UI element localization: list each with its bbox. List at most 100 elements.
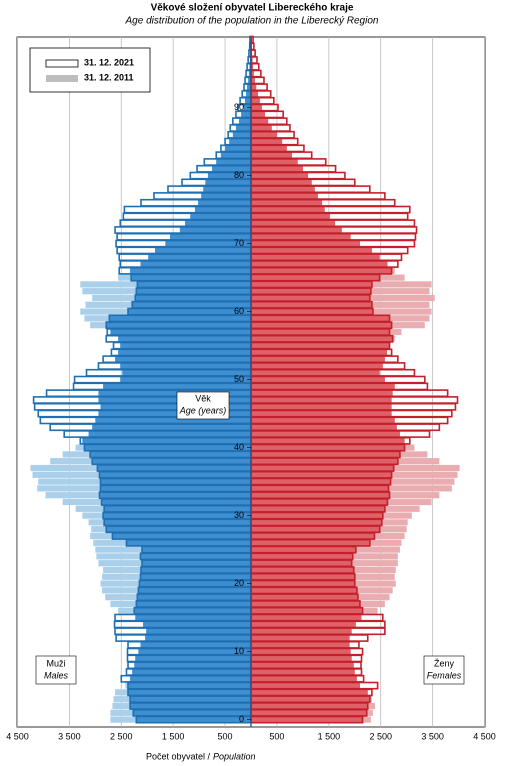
bar-2011-overlap (95, 546, 251, 553)
bar-2011-overlap (96, 553, 251, 560)
bar-2011-overlap (251, 594, 390, 601)
bar-2011-overlap (140, 641, 251, 648)
bar-2011-overlap (251, 206, 325, 213)
bar-2011-overlap (37, 485, 252, 492)
x-tick-label: 2 500 (110, 731, 133, 741)
bar-2011-overlap (98, 390, 252, 397)
bar-2011-overlap (146, 628, 251, 635)
bar-2011-overlap (251, 614, 362, 621)
annotations: Věk Age (years) Muži Males Ženy Females … (29, 47, 465, 761)
bar-2011-overlap (248, 70, 251, 77)
bar-2011-overlap (251, 607, 378, 614)
bar-2011-overlap (251, 396, 392, 404)
bar-2011-overlap (251, 220, 336, 227)
bar-2011-overlap (62, 451, 251, 458)
bar-2011-overlap (251, 97, 260, 104)
bar-2011-overlap (251, 539, 402, 546)
male-label-en: Males (44, 670, 69, 680)
bar-2011-overlap (251, 498, 432, 506)
bar-2011-overlap (115, 356, 251, 363)
bar-2011-overlap (251, 308, 432, 315)
bar-2011-overlap (115, 689, 251, 696)
bar-2011-overlap (203, 186, 251, 193)
outlines: 0 10 20 30 40 50 60 70 80 90 (32, 35, 459, 727)
bar-2011-overlap (251, 267, 395, 274)
bar-2011-overlap (251, 689, 368, 696)
bar-2011-overlap (185, 220, 251, 227)
bar-2011-overlap (118, 349, 251, 356)
bar-2011-overlap (75, 444, 251, 451)
bar-2011-overlap (85, 301, 251, 308)
bar-2011-overlap (90, 532, 252, 540)
bar-2011-overlap (251, 124, 272, 132)
bar-2011-overlap (135, 614, 251, 621)
bar-2011-overlap (92, 294, 251, 302)
bar-2011-overlap (132, 668, 251, 676)
bar-2011-overlap (145, 634, 251, 642)
bar-2011-overlap (118, 274, 251, 281)
bar-2011-overlap (80, 281, 251, 288)
bar-2011-overlap (251, 641, 350, 648)
bar-2011-overlap (98, 396, 252, 404)
x-tick-label: 2 500 (369, 731, 392, 741)
bar-2011-overlap (190, 213, 251, 220)
bar-2011-overlap (138, 648, 251, 655)
female-box (423, 655, 465, 685)
bar-2011-overlap (220, 152, 251, 159)
bar-2011-overlap (251, 662, 354, 669)
bar-2011-overlap (251, 417, 395, 424)
bar-2011-overlap (45, 492, 251, 499)
bar-2011-overlap (251, 451, 428, 458)
bar-2011-overlap (130, 675, 251, 682)
bar-2011-overlap (251, 328, 402, 336)
bar-2011-overlap (194, 206, 251, 213)
bar-2011-overlap (251, 485, 452, 492)
bar-2011-overlap (251, 158, 298, 166)
bar-2011-overlap (251, 628, 352, 635)
bar-2011-overlap (120, 342, 252, 349)
bar-2011-overlap (90, 322, 252, 329)
legend-label: 31. 12. 2021 (84, 57, 134, 67)
y-tick-label: 10 (234, 646, 244, 656)
x-tick-label: 1 500 (162, 731, 185, 741)
bar-2011-overlap (239, 118, 251, 125)
bar-2011-overlap (251, 430, 400, 438)
legend-box (29, 47, 151, 93)
bar-2011-overlap (251, 444, 415, 451)
bar-2011-overlap (120, 362, 252, 370)
bar-2011-overlap (251, 580, 396, 587)
bar-2011-overlap (216, 158, 251, 166)
bar-2011-overlap (241, 111, 251, 118)
bar-2011-overlap (251, 553, 398, 560)
chart-subtitle: Age distribution of the population in th… (125, 16, 379, 27)
bar-2011-overlap (251, 369, 380, 376)
bar-2011-overlap (62, 498, 251, 506)
bar-2011-overlap (229, 138, 251, 145)
bar-2011-overlap (251, 274, 405, 281)
bar-2011-overlap (80, 308, 251, 315)
bar-2011-overlap (251, 675, 357, 682)
bar-2011-overlap (251, 172, 309, 179)
bar-2011-overlap (102, 573, 251, 580)
bar-2011-overlap (143, 621, 251, 628)
bar-2011-overlap (251, 512, 412, 519)
female-label: Ženy (434, 658, 455, 668)
bar-2011-overlap (251, 587, 393, 594)
bar-2011-overlap (251, 505, 420, 512)
bar-2011-overlap (251, 118, 269, 125)
bar-2011-overlap (251, 383, 395, 390)
bar-2011-overlap (91, 526, 251, 533)
bar-2011-overlap (100, 580, 252, 587)
bar-2011-overlap (251, 192, 318, 200)
bar-2011-overlap (251, 145, 287, 152)
bar-2011-overlap (251, 104, 262, 111)
bar-2011-overlap (251, 349, 387, 356)
bar-2011-overlap (88, 519, 252, 526)
x-tick-label: 500 (218, 731, 233, 741)
overlap-group (251, 36, 458, 723)
bar-2011-overlap (112, 702, 251, 710)
x-label-en: Population (213, 751, 256, 761)
bar-2011-overlap (140, 260, 251, 268)
bar-2011-overlap (125, 682, 251, 689)
bar-2011-overlap (251, 63, 254, 70)
